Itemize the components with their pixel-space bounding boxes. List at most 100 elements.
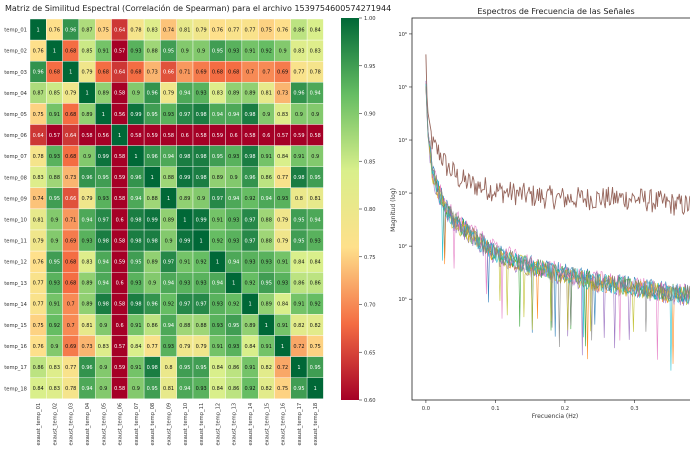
heatmap-row-label: temp_11 — [4, 239, 27, 245]
heatmap-cell-value: 0.9 — [311, 112, 319, 118]
colorbar-tick-label: 0.75 — [364, 255, 376, 261]
heatmap-column-label: exaust_temp_03 — [69, 403, 75, 446]
heatmap-cell-value: 0.68 — [65, 281, 76, 287]
heatmap-cell-value: 0.86 — [310, 281, 321, 287]
heatmap-cell-value: 0.93 — [212, 302, 223, 308]
heatmap-cell-value: 0.78 — [65, 386, 76, 392]
heatmap-row-label: temp_05 — [4, 112, 27, 118]
heatmap-cell-value: 0.78 — [310, 70, 321, 76]
heatmap-cell-value: 0.59 — [114, 365, 125, 371]
heatmap-cell-value: 0.9 — [132, 386, 140, 392]
heatmap-row-label: temp_03 — [4, 70, 27, 76]
heatmap-column-label: exaust_temp_13 — [232, 403, 238, 446]
heatmap-cell-value: 0.73 — [147, 70, 158, 76]
spectrum-x-ticks: 0.0 0.1 0.2 0.3 — [422, 400, 639, 412]
heatmap-cell-value: 0.95 — [293, 238, 304, 244]
heatmap-cell-value: 0.95 — [49, 196, 60, 202]
heatmap-cell-value: 0.92 — [212, 238, 223, 244]
heatmap-column-label: exaust_temp_11 — [199, 403, 205, 446]
heatmap-cell-value: 0.9 — [50, 344, 58, 350]
heatmap-cell-value: 0.64 — [65, 133, 76, 139]
spectrum-series-line — [425, 83, 690, 347]
heatmap-cell-value: 0.92 — [196, 259, 207, 265]
heatmap-cell-value: 0.97 — [98, 217, 109, 223]
heatmap-row-label: temp_09 — [4, 196, 27, 202]
heatmap-cell-value: 0.73 — [81, 344, 92, 350]
colorbar — [341, 18, 359, 400]
heatmap-cell-value: 0.96 — [65, 27, 76, 33]
spectrum-y-label: Magnitud (log) — [390, 188, 397, 232]
heatmap-cell-value: 0.98 — [130, 302, 141, 308]
heatmap-cell-value: 0.92 — [310, 302, 321, 308]
heatmap-column-label: exaust_temp_08 — [150, 403, 156, 446]
heatmap-cell-value: 0.84 — [310, 27, 321, 33]
heatmap-cell-value: 0.58 — [81, 133, 92, 139]
heatmap-cell-value: 0.88 — [147, 196, 158, 202]
heatmap-column-label: exaust_temp_05 — [101, 403, 107, 446]
heatmap-cell-value: 0.82 — [310, 323, 321, 329]
heatmap-cell-value: 0.92 — [244, 386, 255, 392]
heatmap-cell-value: 0.9 — [230, 175, 238, 181]
heatmap-cell-value: 0.81 — [163, 386, 174, 392]
heatmap-cell-value: 0.83 — [277, 112, 288, 118]
heatmap-cell-value: 0.98 — [130, 217, 141, 223]
heatmap-cell-value: 0.58 — [114, 154, 125, 160]
heatmap-cell-value: 0.9 — [311, 154, 319, 160]
heatmap-cell-value: 0.83 — [49, 386, 60, 392]
heatmap-cell-value: 0.58 — [114, 302, 125, 308]
heatmap-cell-value: 0.86 — [147, 323, 158, 329]
heatmap-cell-value: 0.9 — [295, 112, 303, 118]
heatmap-cell-value: 0.97 — [179, 112, 190, 118]
heatmap-cell-value: 1 — [151, 175, 154, 181]
heatmap-cell-value: 0.69 — [196, 70, 207, 76]
heatmap-cell-value: 0.93 — [196, 281, 207, 287]
heatmap-cell-value: 0.91 — [130, 365, 141, 371]
heatmap-cell-value: 0.94 — [212, 112, 223, 118]
heatmap-cell-value: 0.95 — [147, 112, 158, 118]
heatmap-cell-value: 0.9 — [83, 154, 91, 160]
heatmap-cell-value: 0.6 — [181, 133, 189, 139]
heatmap-cell-value: 0.81 — [81, 323, 92, 329]
heatmap-cell-value: 0.94 — [163, 323, 174, 329]
heatmap-cells: 1 0.76 0.96 0.87 0.75 0.64 0.78 0.83 0.74 0.81 0.7… — [29, 18, 324, 400]
heatmap-cell-value: 0.66 — [65, 196, 76, 202]
spectrum-x-tick-label: 0.0 — [422, 406, 430, 412]
heatmap-cell-value: 0.96 — [147, 91, 158, 97]
heatmap-cell-value: 0.89 — [212, 175, 223, 181]
heatmap-cell-value: 0.79 — [277, 217, 288, 223]
heatmap-cell-value: 0.94 — [310, 217, 321, 223]
heatmap-cell-value: 0.92 — [244, 196, 255, 202]
heatmap-row-label: temp_18 — [4, 386, 27, 392]
heatmap-cell-value: 0.91 — [179, 259, 190, 265]
heatmap-cell-value: 0.95 — [310, 175, 321, 181]
heatmap-cell-value: 0.59 — [293, 133, 304, 139]
heatmap-cell-value: 0.93 — [49, 281, 60, 287]
heatmap-cell-value: 0.96 — [81, 175, 92, 181]
heatmap-cell-value: 0.97 — [179, 302, 190, 308]
heatmap-cell-value: 1 — [314, 386, 317, 392]
heatmap-cell-value: 0.86 — [33, 365, 44, 371]
heatmap-cell-value: 0.75 — [98, 27, 109, 33]
heatmap-cell-value: 0.77 — [147, 344, 158, 350]
heatmap-cell-value: 0.79 — [179, 344, 190, 350]
heatmap-cell-value: 0.89 — [179, 196, 190, 202]
heatmap-cell-value: 0.79 — [33, 238, 44, 244]
spectrum-y-tick-label: 10² — [398, 244, 407, 250]
heatmap-cell-value: 0.94 — [179, 91, 190, 97]
heatmap-cell-value: 0.84 — [293, 259, 304, 265]
heatmap-cell-value: 0.93 — [228, 217, 239, 223]
heatmap-cell-value: 0.89 — [228, 91, 239, 97]
spectrum-y-tick-label: 10³ — [398, 191, 407, 197]
heatmap-cell-value: 0.91 — [212, 217, 223, 223]
heatmap-cell-value: 1 — [216, 259, 219, 265]
heatmap-cell-value: 0.98 — [196, 175, 207, 181]
heatmap-cell-value: 0.84 — [212, 386, 223, 392]
heatmap-cell-value: 0.84 — [33, 386, 44, 392]
heatmap-cell-value: 0.88 — [261, 238, 272, 244]
heatmap-cell-value: 0.94 — [98, 281, 109, 287]
heatmap-cell-value: 0.93 — [130, 281, 141, 287]
heatmap-cell-value: 0.9 — [197, 48, 205, 54]
heatmap-cell-value: 0.75 — [33, 112, 44, 118]
heatmap-cell-value: 0.74 — [163, 27, 174, 33]
heatmap-cell-value: 0.92 — [244, 281, 255, 287]
